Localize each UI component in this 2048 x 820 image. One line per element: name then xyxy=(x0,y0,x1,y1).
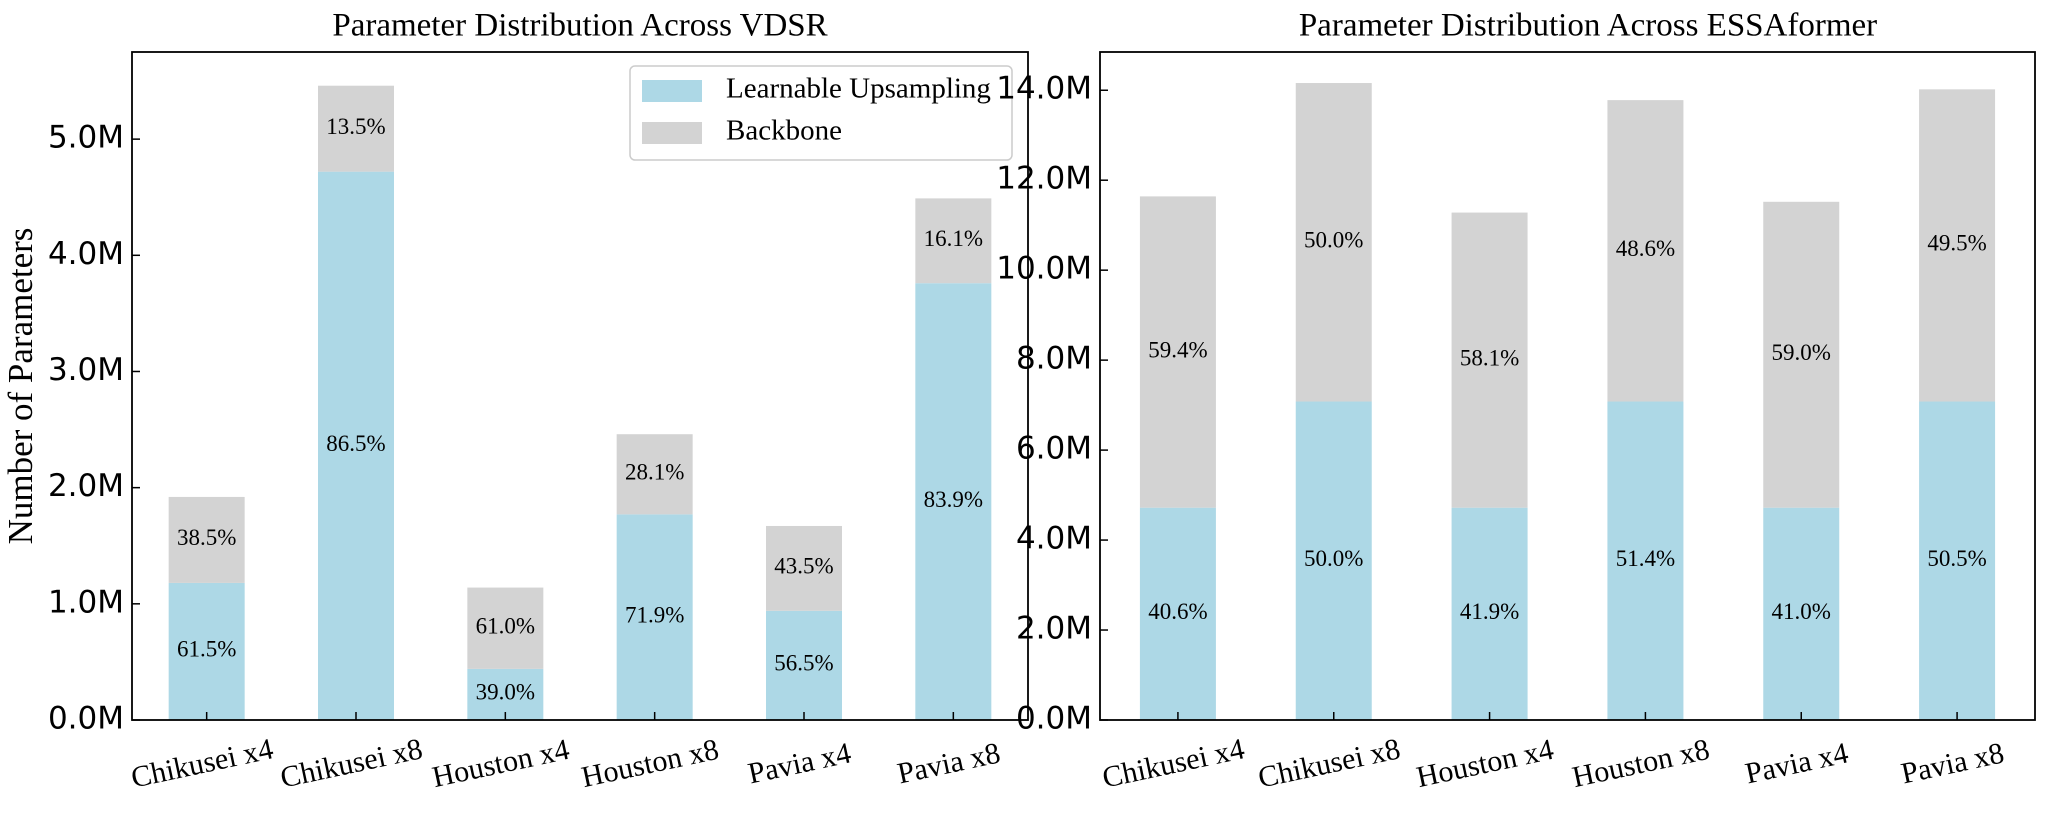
legend-box xyxy=(629,65,1013,161)
legend-swatch xyxy=(642,80,702,102)
y-tick-label: 4.0M xyxy=(48,236,124,272)
data-label: 86.5% xyxy=(326,431,385,456)
x-tick-label: Houston x4 xyxy=(429,733,572,794)
upsampling-bar xyxy=(1139,507,1216,720)
upsampling-bar xyxy=(1919,401,1996,720)
x-tick-label: Chikusei x8 xyxy=(278,732,426,794)
x-tick-label: Pavia x4 xyxy=(1742,736,1851,790)
y-tick-label: 2.0M xyxy=(1016,611,1092,647)
x-tick-label: Pavia x8 xyxy=(1898,736,2007,790)
upsampling-bar xyxy=(1451,507,1528,720)
upsampling-bar xyxy=(467,668,544,720)
data-label: 59.4% xyxy=(1148,337,1207,362)
data-label: 38.5% xyxy=(177,525,236,550)
upsampling-bar xyxy=(1763,507,1840,720)
vdsr-chart: Parameter Distribution Across VDSR Number… xyxy=(1,8,1029,795)
upsampling-bar xyxy=(318,171,394,721)
y-tick-label: 10.0M xyxy=(996,251,1092,287)
y-tick-label: 2.0M xyxy=(48,468,124,504)
data-label: 50.5% xyxy=(1927,546,1986,571)
y-tick-label: 3.0M xyxy=(48,352,124,388)
x-tick-label: Houston x8 xyxy=(579,733,722,794)
data-label: 28.1% xyxy=(625,460,684,485)
essaformer-chart: Parameter Distribution Across ESSAformer… xyxy=(996,8,2036,795)
data-label: 41.9% xyxy=(1460,599,1519,624)
x-tick-label: Houston x4 xyxy=(1414,733,1557,794)
chart-title: Parameter Distribution Across ESSAformer xyxy=(1299,8,1877,44)
backbone-bar xyxy=(766,525,842,611)
data-label: 61.0% xyxy=(476,614,535,639)
data-label: 16.1% xyxy=(924,226,983,251)
data-label: 39.0% xyxy=(476,680,535,705)
x-tick-label: Houston x8 xyxy=(1569,733,1712,794)
backbone-bar xyxy=(1295,83,1372,402)
backbone-bar xyxy=(1607,100,1684,402)
backbone-bar xyxy=(1139,196,1216,508)
data-label: 61.5% xyxy=(177,637,236,662)
data-label: 71.9% xyxy=(625,602,684,627)
backbone-bar xyxy=(616,434,693,515)
x-tick-label: Chikusei x8 xyxy=(1255,732,1403,794)
backbone-bar xyxy=(467,587,544,669)
upsampling-bar xyxy=(616,514,693,720)
data-label: 40.6% xyxy=(1148,599,1207,624)
data-label: 83.9% xyxy=(924,487,983,512)
data-label: 48.6% xyxy=(1616,236,1675,261)
plot-frame xyxy=(131,51,1029,721)
y-tick-label: 1.0M xyxy=(48,584,124,620)
data-label: 13.5% xyxy=(326,114,385,139)
x-tick-label: Pavia x8 xyxy=(894,736,1003,790)
y-tick-label: 6.0M xyxy=(1016,431,1092,467)
upsampling-bar xyxy=(1295,401,1372,720)
backbone-bar xyxy=(168,496,245,583)
backbone-bar xyxy=(1919,89,1996,402)
data-label: 43.5% xyxy=(774,554,833,579)
y-axis-label: Number of Parameters xyxy=(1,228,40,545)
y-tick-label: 4.0M xyxy=(1016,521,1092,557)
backbone-bar xyxy=(318,85,394,172)
data-label: 51.4% xyxy=(1616,546,1675,571)
y-tick-label: 14.0M xyxy=(996,71,1092,107)
chart-title: Parameter Distribution Across VDSR xyxy=(332,8,827,44)
plot-frame xyxy=(1099,51,2036,721)
data-label: 49.5% xyxy=(1927,231,1986,256)
x-tick-label: Chikusei x4 xyxy=(1099,732,1247,794)
y-tick-label: 0.0M xyxy=(1016,701,1092,737)
y-tick-label: 5.0M xyxy=(48,120,124,156)
backbone-bar xyxy=(1763,201,1840,508)
data-label: 41.0% xyxy=(1772,599,1831,624)
legend-swatch xyxy=(642,122,702,144)
legend: Learnable Upsampling Backbone xyxy=(629,65,1013,161)
data-label: 50.0% xyxy=(1304,546,1363,571)
data-label: 50.0% xyxy=(1304,228,1363,253)
upsampling-bar xyxy=(1607,401,1684,720)
y-tick-label: 12.0M xyxy=(996,161,1092,197)
backbone-bar xyxy=(1451,212,1528,508)
y-tick-label: 0.0M xyxy=(48,701,124,737)
upsampling-bar xyxy=(766,610,842,720)
data-label: 58.1% xyxy=(1460,345,1519,370)
upsampling-bar xyxy=(168,582,245,720)
x-tick-label: Chikusei x4 xyxy=(128,732,276,794)
legend-label: Backbone xyxy=(726,115,842,147)
data-label: 59.0% xyxy=(1772,340,1831,365)
upsampling-bar xyxy=(915,283,992,720)
legend-label: Learnable Upsampling xyxy=(726,73,991,105)
data-label: 56.5% xyxy=(774,651,833,676)
backbone-bar xyxy=(915,198,992,284)
x-tick-label: Pavia x4 xyxy=(745,736,854,790)
y-tick-label: 8.0M xyxy=(1016,341,1092,377)
